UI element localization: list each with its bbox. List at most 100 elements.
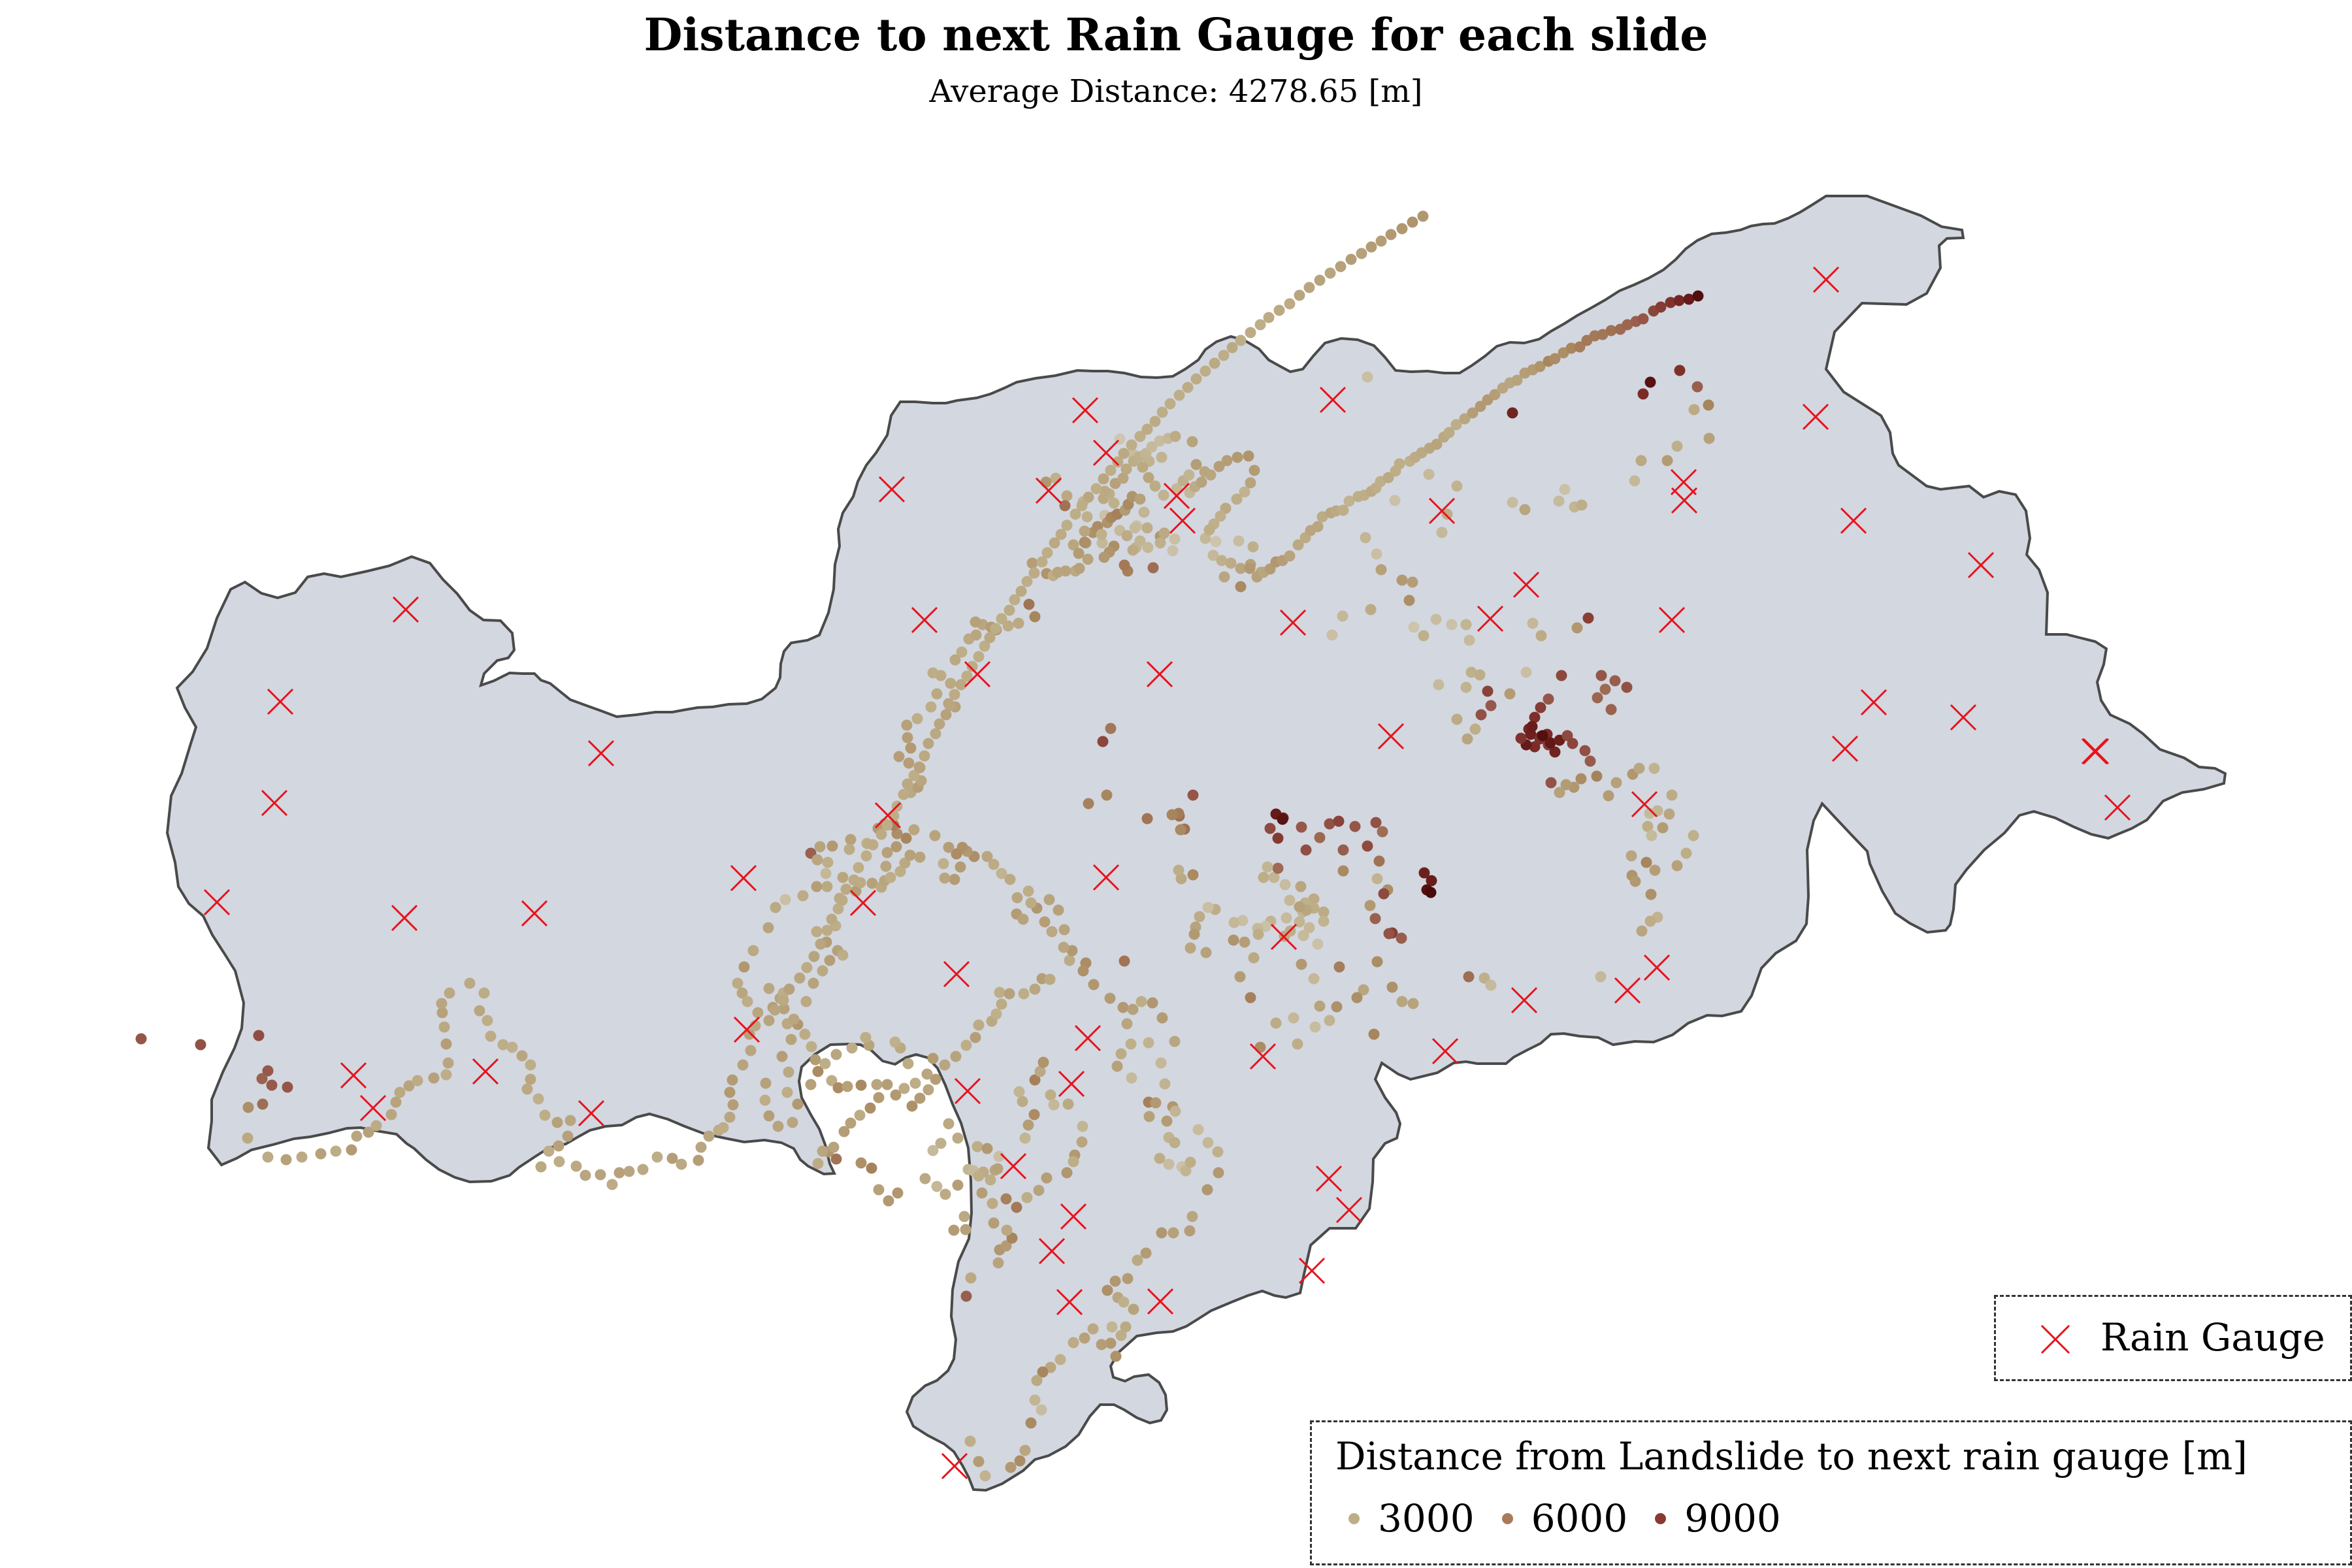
landslide-point <box>1636 925 1648 937</box>
landslide-point <box>931 688 943 700</box>
landslide-point <box>990 623 1002 634</box>
landslide-point <box>1171 483 1183 495</box>
rain-gauge-marker <box>1812 266 1840 293</box>
landslide-point <box>1441 508 1453 520</box>
landslide-point <box>1138 506 1150 518</box>
landslide-point <box>759 1094 771 1106</box>
landslide-point <box>1168 1227 1179 1239</box>
landslide-point <box>521 1083 533 1095</box>
landslide-point <box>778 1003 790 1015</box>
landslide-point <box>1485 700 1497 711</box>
landslide-point <box>738 961 750 973</box>
landslide-point <box>737 1059 749 1071</box>
landslide-point <box>837 872 849 883</box>
landslide-point <box>935 1137 947 1149</box>
landslide-point <box>1049 537 1060 549</box>
landslide-point <box>1331 1001 1343 1013</box>
landslide-point <box>964 1435 976 1447</box>
landslide-point <box>958 1211 970 1222</box>
landslide-point <box>1006 1232 1018 1244</box>
landslide-point <box>474 1005 485 1017</box>
landslide-point <box>1014 1455 1026 1467</box>
landslide-point <box>1595 971 1607 983</box>
landslide-point <box>1365 604 1377 615</box>
landslide-point <box>1041 547 1053 559</box>
landslide-point <box>1371 956 1383 968</box>
landslide-point <box>965 1272 977 1284</box>
landslide-point <box>478 987 490 999</box>
landslide-point <box>1121 530 1133 542</box>
landslide-point <box>666 1152 678 1164</box>
landslide-point <box>1196 476 1207 488</box>
landslide-point <box>1205 469 1217 481</box>
landslide-point <box>296 1151 308 1163</box>
landslide-point <box>1073 563 1085 574</box>
landslide-point <box>1156 406 1168 418</box>
landslide-point <box>1140 1247 1152 1259</box>
landslide-point <box>898 789 909 800</box>
landslide-point <box>1595 670 1607 681</box>
landslide-point <box>1270 1017 1282 1029</box>
landslide-point <box>1382 472 1394 483</box>
landslide-point <box>1294 916 1305 928</box>
rain-gauge-marker <box>874 802 902 829</box>
landslide-point <box>940 709 952 721</box>
landslide-point <box>242 1102 254 1113</box>
landslide-point <box>1655 301 1667 313</box>
landslide-point <box>703 1130 715 1142</box>
landslide-point <box>1591 770 1603 782</box>
landslide-point <box>266 1079 278 1091</box>
landslide-point <box>1362 371 1373 383</box>
landslide-point <box>1058 941 1070 953</box>
landslide-point <box>1629 475 1641 487</box>
landslide-point <box>1665 297 1676 308</box>
landslide-point <box>280 1154 292 1166</box>
landslide-point <box>1703 399 1714 411</box>
landslide-point <box>770 902 781 913</box>
landslide-point <box>724 1111 736 1123</box>
landslide-point <box>1015 585 1027 597</box>
landslide-point <box>914 851 926 863</box>
rain-gauge-legend: Rain Gauge <box>1994 1295 2352 1381</box>
landslide-point <box>1333 815 1345 827</box>
landslide-point <box>1582 612 1594 624</box>
landslide-point <box>1553 495 1565 507</box>
landslide-point <box>1560 779 1572 791</box>
legend-dot <box>1501 1512 1513 1524</box>
landslide-point <box>1125 1038 1137 1050</box>
landslide-point <box>1559 483 1571 495</box>
landslide-point <box>898 1083 910 1094</box>
landslide-point <box>808 951 820 962</box>
landslide-point <box>1637 388 1649 400</box>
landslide-point <box>1215 510 1226 522</box>
landslide-point <box>1213 1167 1224 1179</box>
landslide-point <box>1642 821 1654 832</box>
landslide-point <box>890 841 902 853</box>
landslide-point <box>1396 932 1407 944</box>
landslide-point <box>1022 885 1034 897</box>
landslide-point <box>1345 253 1357 265</box>
landslide-point <box>1127 1004 1139 1015</box>
landslide-point <box>1002 620 1014 632</box>
rain-gauge-marker <box>1163 482 1190 510</box>
landslide-point <box>832 1082 844 1094</box>
landslide-point <box>1277 813 1288 825</box>
chart-title: Distance to next Rain Gauge for each sli… <box>644 9 1708 61</box>
landslide-point <box>1482 685 1494 697</box>
landslide-point <box>881 847 893 858</box>
landslide-point <box>988 1217 1000 1229</box>
landslide-point <box>1389 495 1401 506</box>
landslide-point <box>1337 504 1349 516</box>
landslide-point <box>1117 472 1129 484</box>
landslide-point <box>1370 817 1382 828</box>
landslide-point <box>1029 611 1041 623</box>
landslide-point <box>1463 971 1475 983</box>
landslide-point <box>1147 997 1158 1009</box>
landslide-point <box>1459 413 1471 425</box>
landslide-point <box>994 987 1005 998</box>
landslide-point <box>1079 1332 1090 1344</box>
landslide-point <box>1055 529 1067 540</box>
landslide-point <box>1009 594 1021 606</box>
landslide-point <box>1048 1099 1060 1111</box>
landslide-point <box>1190 373 1202 385</box>
